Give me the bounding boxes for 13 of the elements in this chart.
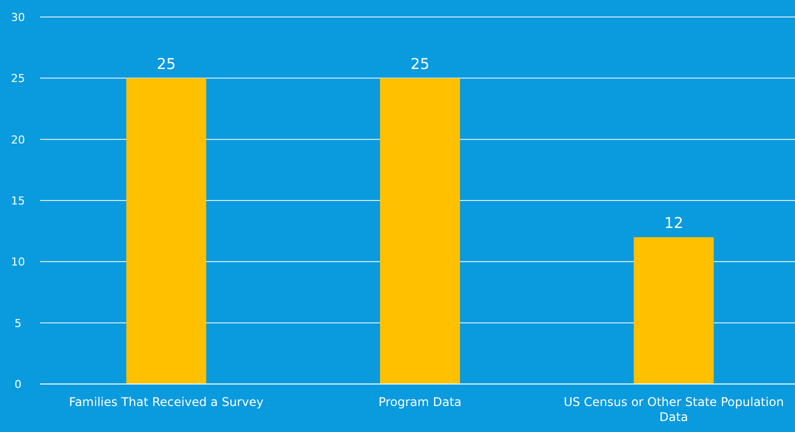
y-tick-label: 20 [11,133,25,146]
x-tick-label: US Census or Other State Population Data [564,395,784,424]
y-tick-label: 5 [14,316,22,330]
y-tick-label: 10 [11,256,25,269]
data-label: 25 [410,55,430,74]
data-label: 25 [156,55,176,74]
y-tick-label: 30 [11,11,25,24]
x-tick-label: Program Data [378,395,462,409]
y-tick-label: 15 [11,194,25,208]
y-tick-label: 25 [11,72,25,86]
y-tick-label: 0 [14,378,22,391]
data-label: 12 [664,214,684,232]
x-tick-label: Families That Received a Survey [69,395,264,409]
